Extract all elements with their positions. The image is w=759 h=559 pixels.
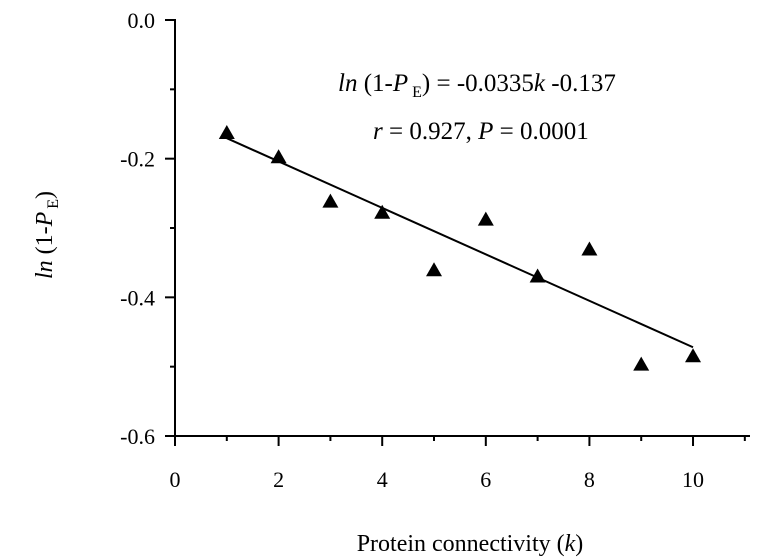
eq-open: (1- — [357, 70, 392, 97]
data-point-triangle — [633, 356, 650, 371]
data-point-triangle — [426, 262, 443, 277]
y-label-fn: ln — [32, 260, 58, 279]
eq-fn: ln — [338, 70, 357, 97]
x-label-symbol: k — [565, 531, 576, 557]
data-point-triangle — [685, 348, 702, 363]
x-tick-label: 10 — [682, 467, 704, 492]
stat-p-symbol: P — [477, 118, 493, 145]
x-tick-label: 0 — [170, 467, 181, 492]
eq-intercept: -0.137 — [545, 70, 616, 97]
y-label-close: ) — [32, 191, 58, 199]
x-tick-label: 6 — [480, 467, 491, 492]
data-point-triangle — [218, 125, 235, 140]
data-point-triangle — [270, 149, 287, 164]
y-ticks: 0.0 -0.2 -0.4 -0.6 — [120, 8, 175, 449]
stats-line: r = 0.927, P = 0.0001 — [373, 118, 589, 145]
x-tick-label: 4 — [377, 467, 388, 492]
stat-r-symbol: r — [373, 118, 383, 145]
stat-r-value: = 0.927, — [383, 118, 478, 145]
data-point-triangle — [529, 268, 546, 283]
y-axis-label: ln (1-PE) — [32, 191, 62, 279]
y-tick-label: -0.2 — [120, 147, 155, 172]
y-label-symbol: P — [32, 211, 58, 227]
x-ticks: 0 2 4 6 8 10 — [170, 436, 746, 492]
regression-line — [226, 137, 694, 349]
y-tick-label: -0.6 — [120, 424, 155, 449]
x-label-suffix: ) — [575, 531, 583, 557]
eq-subscript: E — [412, 84, 422, 101]
eq-rest: ) = -0.0335 — [422, 70, 534, 97]
y-tick-label: 0.0 — [128, 8, 156, 33]
stat-p-value: = 0.0001 — [493, 118, 588, 145]
data-point-triangle — [322, 193, 339, 208]
equation-line: ln (1-P E) = -0.0335k -0.137 — [338, 70, 616, 101]
x-tick-label: 8 — [584, 467, 595, 492]
x-axis-label: Protein connectivity (k) — [357, 531, 584, 557]
y-label-subscript: E — [45, 199, 62, 209]
data-point-triangle — [581, 241, 598, 256]
eq-symbol-k: k — [534, 70, 546, 97]
y-label-open: (1- — [32, 226, 58, 260]
eq-symbol-p: P — [392, 70, 408, 97]
data-point-triangle — [374, 204, 391, 219]
y-tick-label: -0.4 — [120, 285, 155, 310]
x-label-prefix: Protein connectivity ( — [357, 531, 565, 557]
data-points — [218, 125, 702, 371]
x-tick-label: 2 — [273, 467, 284, 492]
data-point-triangle — [477, 211, 494, 226]
